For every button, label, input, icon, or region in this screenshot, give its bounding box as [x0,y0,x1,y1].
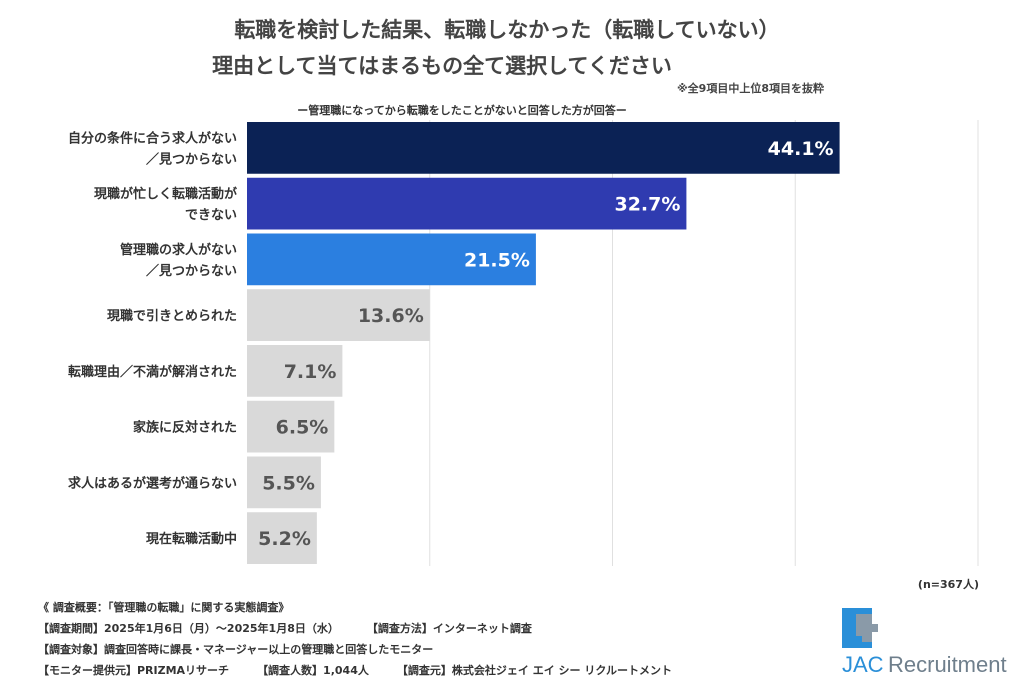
footer-provider: 【モニター提供元】PRIZMAリサーチ [38,664,230,677]
footer-count: 【調査人数】1,044人 [257,664,369,677]
data-label: 32.7% [614,194,680,216]
bar [247,177,687,230]
data-label: 5.2% [258,528,311,550]
category-label: 家族に反対された [133,420,237,436]
footer-method: 【調査方法】インターネット調査 [366,622,532,635]
category-label: 自分の条件に合う求人がない [68,130,237,146]
footer-overview: 《 調査概要：「管理職の転職」に関する実態調査》 [38,601,290,614]
category-label: 求人はあるが選考が通らない [68,475,237,491]
data-label: 21.5% [464,249,530,271]
category-label: 現職が忙しく転職活動が [94,186,237,202]
data-label: 44.1% [768,138,834,160]
category-label: ／見つからない [146,151,237,167]
footer-target: 【調査対象】調査回答時に課長・マネージャー以上の管理職と回答したモニター [38,643,434,656]
bar [247,512,317,564]
category-label: 現職で引きとめられた [107,308,237,324]
category-label: 転職理由／不満が解消された [68,364,237,380]
bar [247,289,430,341]
chart-title-line1: 転職を検討した結果、転職しなかった（転職していない） [234,18,780,42]
data-label: 7.1% [284,361,337,383]
category-label: 管理職の求人がない [120,242,237,258]
sample-size: (n=367人) [917,578,979,591]
data-label: 13.6% [358,305,424,327]
svg-text:JAC: JAC [842,652,884,677]
chart-title-line2: 理由として当てはまるもの全て選択してください [212,54,672,78]
survey-footer: 《 調査概要：「管理職の転職」に関する実態調査》 【調査期間】2025年1月6日… [38,597,672,681]
bar [247,345,343,397]
jac-recruitment-logo: JAC Recruitment [842,608,1007,677]
category-label: ／見つからない [146,263,237,279]
bar [247,456,321,509]
svg-text:Recruitment: Recruitment [888,652,1007,677]
category-label: 現在転職活動中 [146,531,237,547]
footer-period: 【調査期間】2025年1月6日（月）～2025年1月8日（水） [38,622,339,635]
bar [247,400,335,453]
bar [247,233,536,286]
chart-subtitle: ー管理職になってから転職をしたことがないと回答した方が回答ー [297,104,627,117]
data-label: 5.5% [262,472,315,494]
category-label: できない [185,208,237,223]
footer-source: 【調査元】株式会社ジェイ エイ シー リクルートメント [396,664,673,677]
bar [247,122,840,174]
chart-note: ※全9項目中上位8項目を抜粋 [676,82,824,95]
data-label: 6.5% [276,417,329,439]
